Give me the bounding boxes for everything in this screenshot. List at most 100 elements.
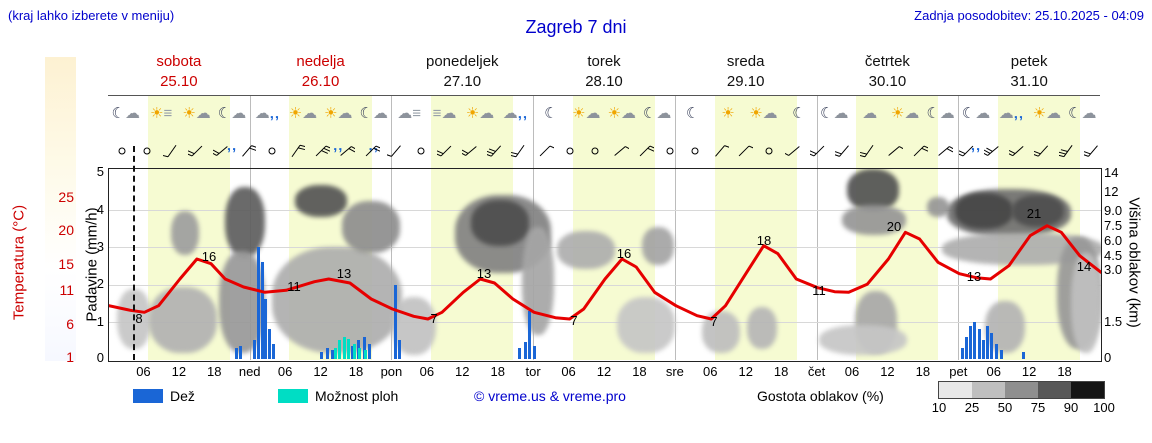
- wind-barb-icon: [536, 141, 557, 161]
- cloud-icon: ☁: [195, 105, 211, 122]
- cloud-area: [171, 211, 199, 255]
- cloud-icon: ☁: [302, 105, 318, 122]
- temp-axis-tick: 20: [58, 222, 74, 239]
- shower-bar: [352, 344, 356, 359]
- moon-icon: ☾: [926, 105, 940, 122]
- hour-tick-label: 06: [561, 364, 576, 379]
- sun-icon: ☀: [572, 105, 586, 122]
- menu-hint-text: (kraj lahko izberete v meniju): [8, 8, 175, 23]
- cloud-density-tick: 100: [1093, 400, 1115, 415]
- hour-tick-label: 18: [915, 364, 931, 379]
- rain-bar: [239, 345, 243, 359]
- cloud-icon: ☁: [231, 105, 247, 122]
- weather-icon: ☁‚‚: [250, 98, 285, 132]
- wind-barb-icon: [337, 141, 358, 161]
- cloud-area: [342, 201, 400, 253]
- precip-axis-tick: 0: [96, 350, 104, 365]
- temp-value-label: 8: [135, 311, 143, 326]
- rain-bar: [260, 262, 264, 359]
- rain-bar: [253, 340, 257, 359]
- day-header: ponedeljek 27.10: [391, 52, 533, 94]
- hour-tick-label: 18: [348, 364, 364, 379]
- wind-barb-icon: [1081, 141, 1102, 161]
- day-separator: [674, 96, 676, 360]
- weather-icon: ☾: [781, 98, 816, 132]
- rain-bar: [532, 345, 536, 359]
- cloud-axis-tick: 14: [1104, 165, 1119, 180]
- moon-icon: ☾: [642, 105, 657, 122]
- day-name: nedelja: [296, 53, 345, 70]
- temp-value-label: 7: [570, 313, 578, 328]
- weather-icon: ☾☁: [923, 98, 958, 132]
- day-name: petek: [1010, 53, 1048, 70]
- shower-bar: [338, 340, 342, 359]
- current-time-line: [132, 146, 135, 360]
- day-header: torek 28.10: [533, 52, 675, 94]
- rain-drops-icon: ‚‚: [269, 105, 281, 122]
- cloud-density-gradient-bar: [938, 381, 1105, 399]
- cloud-area: [747, 307, 777, 349]
- rain-bar: [325, 347, 329, 359]
- day-name: torek: [587, 53, 621, 70]
- temp-axis-tick: 6: [66, 315, 74, 332]
- cloud-area: [842, 205, 906, 235]
- rain-bar: [1021, 351, 1025, 359]
- cloud-area: [295, 185, 347, 217]
- hour-tick-label: 06: [136, 364, 151, 379]
- hour-tick-label: 12: [313, 364, 328, 379]
- wind-barb-icon: [611, 141, 632, 161]
- wind-barb-icon: [1031, 141, 1052, 161]
- rain-bar: [362, 336, 366, 359]
- rain-bar: [235, 347, 239, 359]
- weather-icon: ☾☁: [1065, 98, 1100, 132]
- sun-icon: ☀: [749, 105, 763, 122]
- day-date: 25.10: [160, 73, 198, 90]
- wind-barb-icon: [384, 141, 405, 161]
- rain-bar: [528, 310, 532, 359]
- day-date: 31.10: [1010, 73, 1048, 90]
- hour-tick-label: 06: [703, 364, 718, 379]
- fog-icon: ≡: [163, 105, 173, 122]
- day-name: četrtek: [864, 53, 910, 70]
- rain-legend-label: Dež: [170, 388, 195, 404]
- hour-tick-label: 18: [490, 364, 505, 379]
- hour-tick-label: 06: [986, 364, 1001, 379]
- showers-legend-label: Možnost ploh: [315, 388, 399, 404]
- wind-barb-icon: [509, 141, 529, 161]
- wind-barb-icon: [1006, 141, 1027, 161]
- temp-value-label: 13: [966, 269, 982, 284]
- weather-icon: ☾☁: [817, 98, 852, 132]
- temp-value-label: 7: [430, 311, 438, 326]
- hour-tick-label: 12: [738, 364, 753, 379]
- weather-icon: ☁‚‚: [994, 98, 1029, 132]
- cloud-area: [617, 297, 675, 353]
- last-update-text: Zadnja posodobitev: 25.10.2025 - 04:09: [914, 8, 1144, 23]
- day-date: 29.10: [726, 73, 765, 90]
- cloud-icon: ☁: [337, 105, 353, 122]
- hour-tick-label: 18: [1057, 364, 1072, 379]
- cloud-icon: ☁: [939, 105, 955, 122]
- shower-bar: [334, 347, 338, 359]
- copyright-link[interactable]: © vreme.us & vreme.pro: [474, 388, 626, 404]
- day-tick-label: ned: [238, 364, 261, 379]
- moon-icon: ☾: [820, 105, 834, 122]
- wind-barb-icon: [686, 141, 704, 161]
- wind-barb-icon: [138, 141, 156, 161]
- cloud-icon: ☁: [254, 105, 270, 122]
- wind-barb-icon: [661, 141, 679, 161]
- cloud-area: [955, 193, 1013, 229]
- sun-icon: ☀: [1032, 105, 1047, 122]
- cloud-icon: ☁: [502, 105, 518, 122]
- cloud-area: [149, 287, 217, 353]
- fog-icon: ≡: [432, 105, 442, 122]
- wind-barb-icon: [832, 141, 853, 161]
- cloud-axis-tick: 9.0: [1104, 203, 1123, 218]
- cloud-area: [272, 247, 402, 353]
- rain-bar: [368, 344, 372, 359]
- cloud-density-tick: 10: [931, 400, 947, 415]
- wind-barb-icon: [238, 141, 258, 161]
- cloud-icon: ☁: [585, 105, 601, 122]
- day-name: ponedeljek: [425, 53, 499, 70]
- rain-bar: [973, 321, 977, 359]
